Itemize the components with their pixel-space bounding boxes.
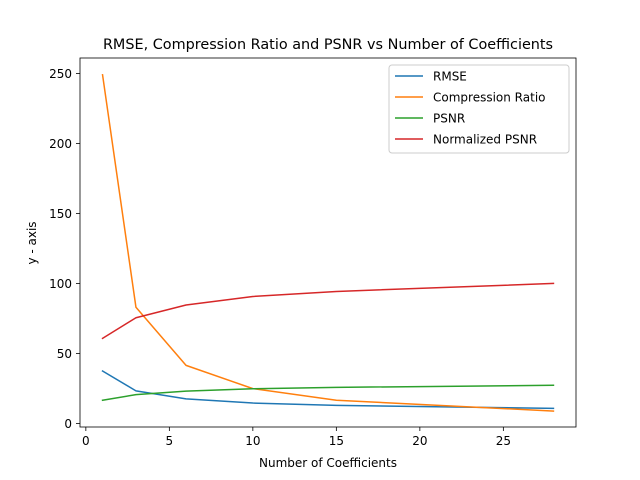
series-line-2: [101, 384, 555, 402]
legend-box: [388, 64, 570, 154]
series-line-1: [101, 73, 555, 412]
plot-lines: [101, 73, 555, 412]
x-axis-label: Number of Coefficients: [259, 456, 397, 470]
series-line-0: [101, 369, 555, 410]
y-axis-label: y - axis: [25, 221, 39, 264]
y-tick-label-3: 150: [49, 207, 72, 221]
x-tick-label-4: 20: [412, 434, 427, 448]
y-tick-label-5: 250: [49, 67, 72, 81]
x-tick-label-0: 0: [82, 434, 90, 448]
y-tick-label-0: 0: [64, 417, 72, 431]
x-tick-label-1: 5: [166, 434, 174, 448]
x-tick-label-3: 15: [329, 434, 344, 448]
legend-label-0: RMSE: [433, 70, 467, 84]
y-tick-label-1: 50: [57, 347, 72, 361]
plot-frame: [79, 57, 577, 428]
x-tick-label-2: 10: [245, 434, 260, 448]
series-line-3: [101, 282, 555, 340]
legend-label-3: Normalized PSNR: [433, 133, 537, 147]
chart-title: RMSE, Compression Ratio and PSNR vs Numb…: [103, 37, 553, 53]
y-tick-label-4: 200: [49, 137, 72, 151]
legend-label-1: Compression Ratio: [433, 91, 546, 105]
legend: RMSE Compression Ratio PSNR Normalized PSNR: [388, 64, 570, 154]
legend-label-2: PSNR: [433, 112, 465, 126]
y-tick-label-2: 100: [49, 277, 72, 291]
x-tick-label-5: 25: [496, 434, 511, 448]
